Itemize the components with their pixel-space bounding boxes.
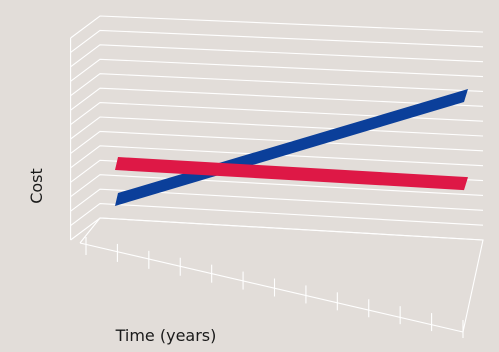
gridline-5 <box>70 145 484 169</box>
gridline-1 <box>70 203 484 227</box>
series-layer <box>115 89 468 206</box>
gridline-3 <box>70 174 484 198</box>
gridline-14 <box>70 15 484 39</box>
series-line-2 <box>115 157 468 191</box>
grid <box>70 15 484 338</box>
gridline-11 <box>70 58 484 82</box>
gridline-8 <box>70 102 484 126</box>
gridline-2 <box>70 188 484 212</box>
gridline-9 <box>70 87 484 111</box>
gridline-7 <box>70 116 484 140</box>
floor-outline <box>79 217 484 333</box>
y-axis-label: Cost <box>27 168 46 204</box>
gridline-6 <box>70 130 484 154</box>
gridline-12 <box>70 44 484 68</box>
gridline-10 <box>70 73 484 97</box>
x-axis-label: Time (years) <box>115 326 217 345</box>
series-line-1 <box>115 89 468 206</box>
gridline-13 <box>70 29 484 53</box>
